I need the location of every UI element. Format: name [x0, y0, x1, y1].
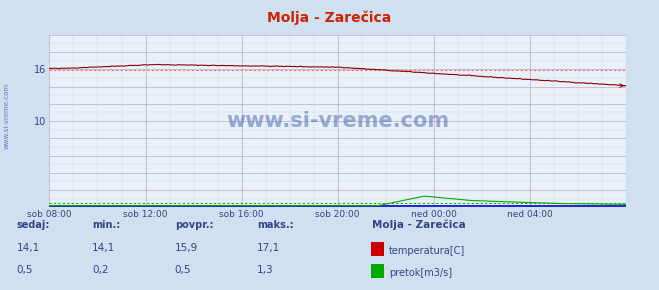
Text: 0,5: 0,5: [175, 265, 191, 275]
Text: min.:: min.:: [92, 220, 121, 230]
Text: temperatura[C]: temperatura[C]: [389, 246, 465, 256]
Text: 1,3: 1,3: [257, 265, 273, 275]
Text: pretok[m3/s]: pretok[m3/s]: [389, 268, 452, 278]
Text: www.si-vreme.com: www.si-vreme.com: [226, 111, 449, 131]
Text: 14,1: 14,1: [16, 243, 40, 253]
Text: Molja - Zarečica: Molja - Zarečica: [268, 10, 391, 25]
Text: 0,5: 0,5: [16, 265, 33, 275]
Text: 15,9: 15,9: [175, 243, 198, 253]
Text: povpr.:: povpr.:: [175, 220, 213, 230]
Text: sedaj:: sedaj:: [16, 220, 50, 230]
Text: www.si-vreme.com: www.si-vreme.com: [3, 83, 10, 149]
Text: 14,1: 14,1: [92, 243, 115, 253]
Text: 0,2: 0,2: [92, 265, 109, 275]
Text: 17,1: 17,1: [257, 243, 280, 253]
Text: Molja - Zarečica: Molja - Zarečica: [372, 219, 466, 230]
Text: maks.:: maks.:: [257, 220, 294, 230]
